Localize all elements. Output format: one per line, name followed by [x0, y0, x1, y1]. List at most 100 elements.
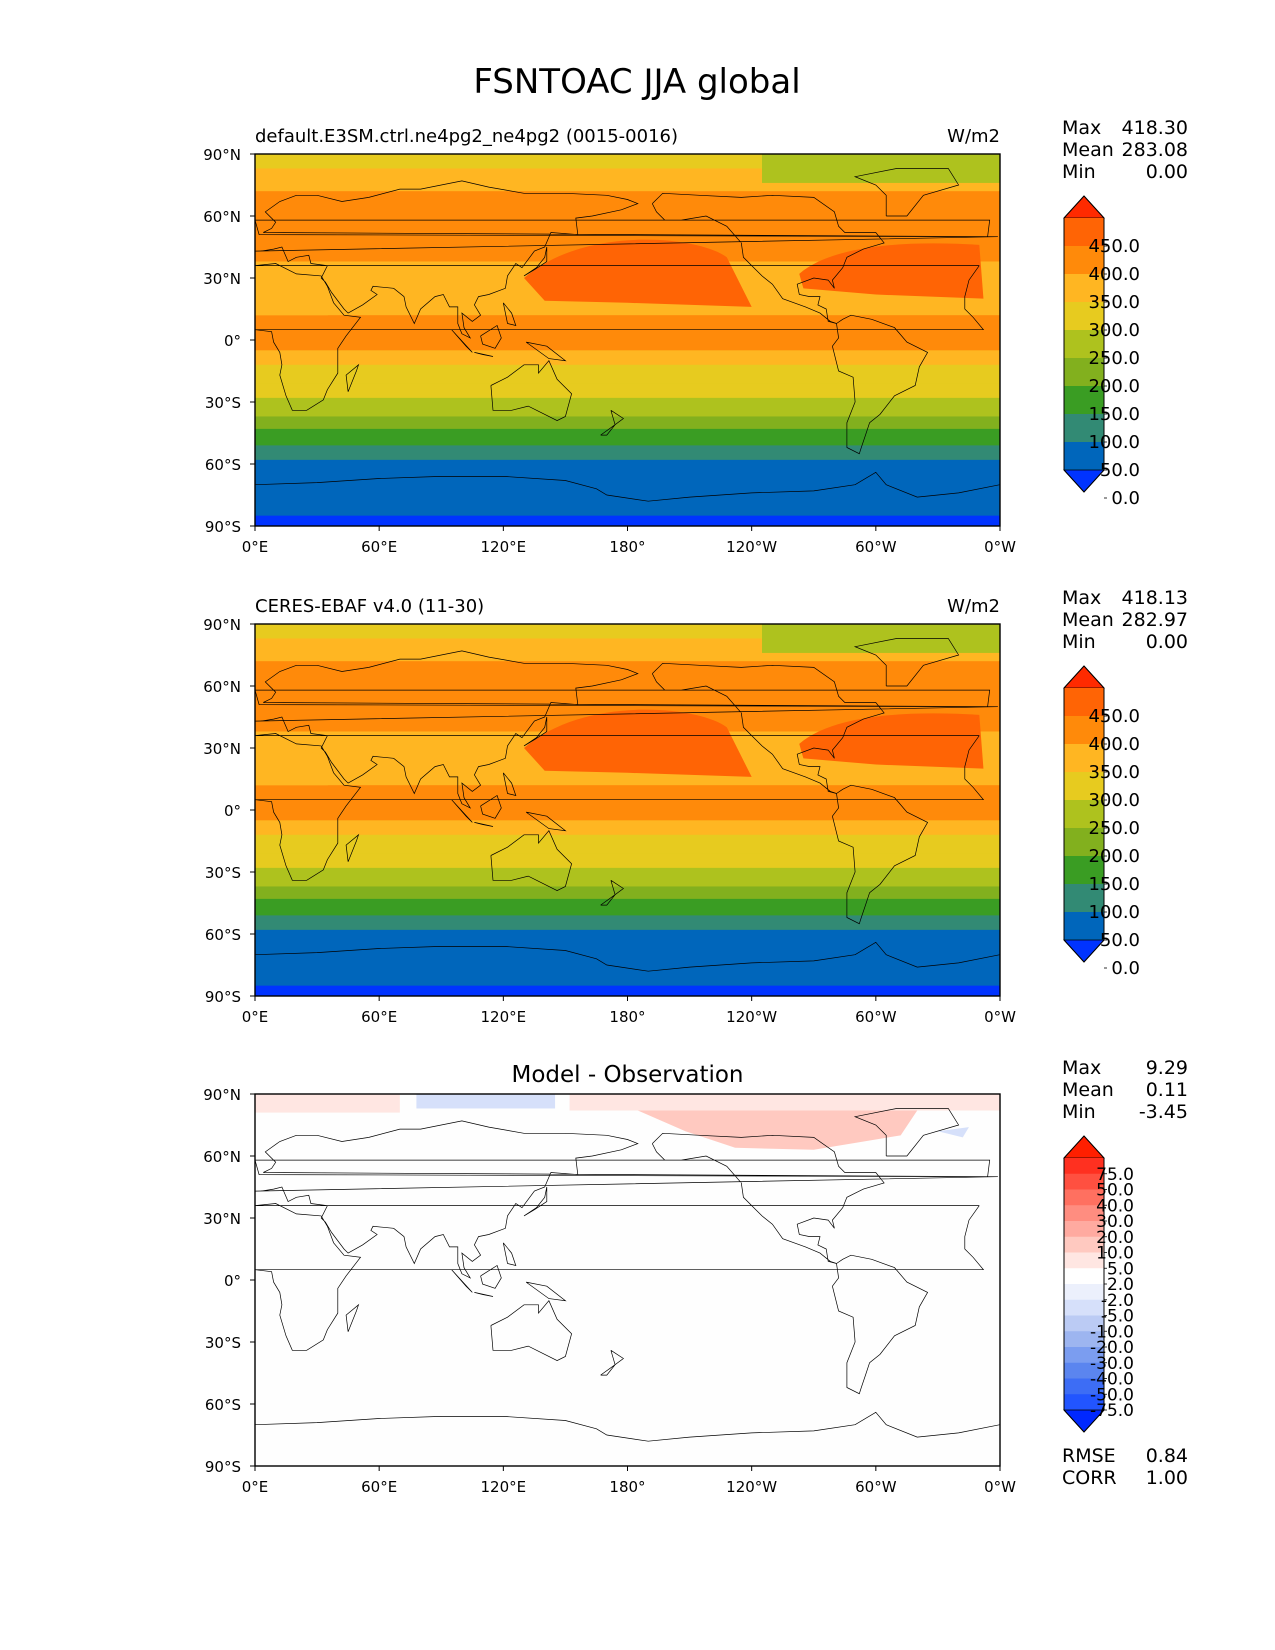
- lat-tick-label: 90°N: [203, 1086, 241, 1104]
- map-fill: [255, 624, 1000, 996]
- contour-band: [255, 315, 1000, 351]
- lat-tick-label: 30°S: [205, 864, 241, 882]
- lat-tick-label: 60°S: [205, 456, 241, 474]
- colorbar-tick-label: 30.0: [1096, 1212, 1134, 1232]
- colorbar-segment: [1064, 1284, 1104, 1301]
- panel-diff: Model - Observation 90°N 60°N 30°N 0° 30°S 60°…: [203, 1057, 1188, 1496]
- colorbar: 450.0 400.0 350.0 300.0 250.0 200.0 150.0 100.0…: [1063, 195, 1140, 509]
- lat-tick-label: 90°S: [205, 988, 241, 1006]
- lat-tick-label: 60°N: [203, 678, 241, 696]
- colorbar-tick-label: 450.0: [1088, 236, 1140, 257]
- lon-tick-label: 60°E: [361, 1008, 397, 1026]
- colorbar-tick-label: -30.0: [1090, 1354, 1134, 1374]
- stat-label: Mean: [1062, 1079, 1114, 1101]
- coastlines: [255, 168, 1000, 502]
- colorbar-segment: [1064, 274, 1104, 303]
- colorbar-segment: [1064, 828, 1104, 857]
- lon-tick-label: 0°W: [984, 1008, 1016, 1026]
- colorbar-tick-label: 50.0: [1100, 930, 1140, 951]
- stat-value: 1.00: [1146, 1467, 1188, 1489]
- colorbar-tick-label: 200.0: [1088, 376, 1140, 397]
- colorbar-tick-label: 350.0: [1088, 292, 1140, 313]
- stat-label: Max: [1062, 587, 1101, 609]
- lat-tick-label: 90°S: [205, 518, 241, 536]
- contour-band-arctic: [762, 154, 1000, 183]
- stat-value: -3.45: [1139, 1101, 1188, 1123]
- colorbar-segment: [1064, 1158, 1104, 1175]
- contour-band: [255, 929, 1000, 987]
- colorbar-tick-label: 50.0: [1096, 1181, 1134, 1201]
- lon-tick-label: 180°: [609, 1008, 645, 1026]
- colorbar-segment: [1064, 1252, 1104, 1269]
- colorbar-tick-label: 100.0: [1088, 432, 1140, 453]
- stat-label: Mean: [1062, 609, 1114, 631]
- lon-tick-label: 60°W: [855, 1478, 897, 1496]
- contour-band: [255, 350, 1000, 366]
- lat-tick-label: 0°: [224, 1272, 241, 1290]
- contour-band: [255, 364, 1000, 384]
- colorbar-tick-label: -20.0: [1090, 1338, 1134, 1358]
- contour-patch: [255, 748, 369, 786]
- colorbar-tick-label: 5.0: [1107, 1259, 1134, 1279]
- lon-tick-label: 120°E: [481, 1478, 527, 1496]
- lon-tick-label: 60°E: [361, 1478, 397, 1496]
- lon-tick-label: 120°E: [481, 538, 527, 556]
- stat-value: 282.97: [1122, 609, 1188, 631]
- colorbar-tick-label: 200.0: [1088, 846, 1140, 867]
- contour-max-pacific: [524, 709, 752, 777]
- colorbar-tick-label: 10.0: [1096, 1244, 1134, 1264]
- stat-value: 418.13: [1122, 587, 1188, 609]
- units-label: W/m2: [947, 126, 1000, 147]
- colorbar-tick-label: 100.0: [1088, 902, 1140, 923]
- contour-band: [255, 515, 1000, 526]
- colorbar-tick-label: 50.0: [1100, 460, 1140, 481]
- colorbar-tick-label: 450.0: [1088, 706, 1140, 727]
- colorbar-tick-label: 250.0: [1088, 818, 1140, 839]
- map-fill: [255, 1094, 1000, 1466]
- contour-patch-positive: [255, 1094, 400, 1113]
- panel-title: default.E3SM.ctrl.ne4pg2_ne4pg2 (0015-00…: [255, 126, 678, 147]
- lat-tick-label: 30°S: [205, 1334, 241, 1352]
- panel-title: CERES-EBAF v4.0 (11-30): [255, 596, 484, 617]
- stat-value: 9.29: [1146, 1057, 1188, 1079]
- colorbar-segment: [1064, 358, 1104, 387]
- colorbar-tick-label: 150.0: [1088, 404, 1140, 425]
- contour-band: [255, 785, 1000, 821]
- contour-band: [255, 416, 1000, 430]
- lon-tick-label: 120°W: [726, 1478, 777, 1496]
- colorbar-segment: [1064, 1331, 1104, 1348]
- contour-band: [255, 985, 1000, 996]
- lat-tick-label: 90°N: [203, 616, 241, 634]
- colorbar: 75.050.040.030.020.010.05.02.0-2.0-5.0-1…: [1063, 1135, 1134, 1433]
- stat-label: Min: [1062, 1101, 1096, 1123]
- colorbar-extend-min: [1063, 939, 1105, 963]
- units-label: W/m2: [947, 596, 1000, 617]
- colorbar-segment: [1064, 884, 1104, 913]
- lon-tick-label: 60°W: [855, 1008, 897, 1026]
- lon-tick-label: 0°W: [984, 1478, 1016, 1496]
- colorbar-tick-label: 300.0: [1088, 320, 1140, 341]
- contour-band: [255, 428, 1000, 446]
- colorbar-segment: [1064, 442, 1104, 471]
- colorbar-segment: [1064, 912, 1104, 941]
- contour-band: [255, 834, 1000, 854]
- stat-label: RMSE: [1062, 1445, 1116, 1467]
- colorbar-extend-max: [1063, 195, 1105, 219]
- lon-tick-label: 120°E: [481, 1008, 527, 1026]
- colorbar-tick-label: -50.0: [1090, 1385, 1134, 1405]
- colorbar-segment: [1064, 1236, 1104, 1253]
- colorbar-segment: [1064, 386, 1104, 415]
- contour-band: [255, 915, 1000, 931]
- colorbar-tick-label: 400.0: [1088, 264, 1140, 285]
- colorbar-extend-min: [1063, 469, 1105, 493]
- colorbar-tick-label: 400.0: [1088, 734, 1140, 755]
- stat-value: 283.08: [1122, 139, 1188, 161]
- colorbar-segment: [1064, 302, 1104, 331]
- colorbar-segment: [1064, 716, 1104, 745]
- colorbar-tick-label: 150.0: [1088, 874, 1140, 895]
- colorbar-segment: [1064, 1362, 1104, 1379]
- colorbar-segment: [1064, 1299, 1104, 1316]
- colorbar-tick-label: 2.0: [1107, 1275, 1134, 1295]
- panel-title: Model - Observation: [511, 1062, 743, 1088]
